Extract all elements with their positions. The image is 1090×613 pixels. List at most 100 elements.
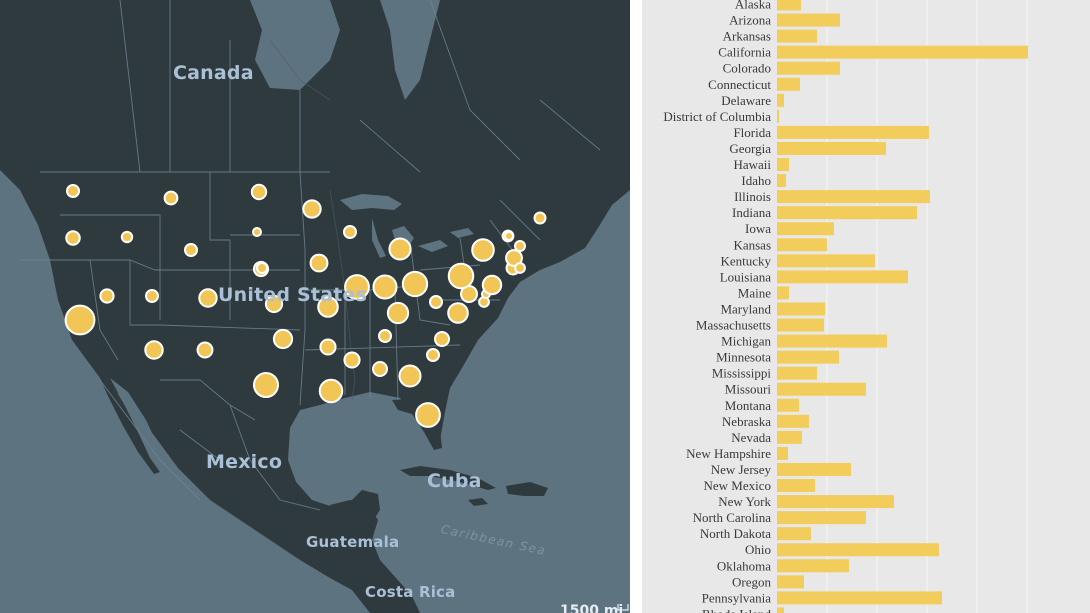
- circle-kentucky[interactable]: [386, 301, 410, 325]
- bar-idaho[interactable]: [777, 174, 786, 188]
- label-cuba: Cuba: [427, 470, 482, 492]
- bar-montana[interactable]: [777, 398, 799, 412]
- circle-new-jersey[interactable]: [481, 274, 503, 296]
- gulf-of-mexico: [296, 398, 430, 478]
- state-circle[interactable]: [426, 348, 440, 362]
- circle-michigan[interactable]: [388, 237, 412, 261]
- state-circle[interactable]: [66, 184, 80, 198]
- bar-label: Florida: [733, 125, 771, 140]
- bar-hawaii[interactable]: [777, 158, 789, 172]
- circle-georgia[interactable]: [398, 364, 422, 388]
- map-panel[interactable]: Canada United States Mexico Cuba Guatema…: [0, 0, 630, 613]
- bar-indiana[interactable]: [777, 206, 917, 220]
- circle-rhode-island[interactable]: [514, 262, 526, 274]
- bar-kentucky[interactable]: [777, 254, 875, 268]
- circle-ohio[interactable]: [401, 270, 429, 298]
- circle-colorado[interactable]: [198, 288, 218, 308]
- label-costa-rica: Costa Rica: [365, 583, 456, 601]
- state-circle[interactable]: [434, 331, 450, 347]
- circle-minnesota[interactable]: [302, 199, 322, 219]
- bar-iowa[interactable]: [777, 222, 834, 236]
- bar-missouri[interactable]: [777, 382, 866, 396]
- state-circle[interactable]: [504, 231, 514, 241]
- bar-chart-panel[interactable]: Alaska Arizona Arkansas California Colorado C…: [642, 0, 1090, 613]
- bar-label: Louisiana: [720, 269, 771, 284]
- state-circle[interactable]: [145, 289, 159, 303]
- bar-label: Indiana: [732, 205, 771, 220]
- bar-kansas[interactable]: [777, 238, 827, 252]
- circle-arkansas[interactable]: [319, 338, 337, 356]
- bar-nevada[interactable]: [777, 430, 802, 444]
- circle-indiana[interactable]: [372, 274, 398, 300]
- circle-maine[interactable]: [533, 211, 547, 225]
- bar-new-mexico[interactable]: [777, 479, 815, 493]
- bar-new-york[interactable]: [777, 495, 894, 509]
- circle-arizona[interactable]: [144, 340, 164, 360]
- circle-missouri[interactable]: [317, 296, 339, 318]
- circle-oklahoma[interactable]: [272, 328, 294, 350]
- circle-north-carolina[interactable]: [447, 302, 469, 324]
- bar-massachusetts[interactable]: [777, 318, 824, 332]
- bar-delaware[interactable]: [777, 93, 784, 107]
- state-circle[interactable]: [378, 329, 392, 343]
- circle-california[interactable]: [64, 304, 96, 336]
- circle-idaho[interactable]: [120, 230, 134, 244]
- state-circle[interactable]: [256, 262, 268, 274]
- bar-maryland[interactable]: [777, 302, 825, 316]
- circle-pennsylvania[interactable]: [447, 262, 475, 290]
- circle-mississippi[interactable]: [343, 351, 361, 369]
- bar-north-dakota[interactable]: [777, 527, 811, 541]
- state-circle[interactable]: [343, 225, 357, 239]
- bar-new-jersey[interactable]: [777, 462, 851, 476]
- circle-oregon[interactable]: [65, 230, 81, 246]
- circle-new-york[interactable]: [471, 238, 495, 262]
- bar-ohio[interactable]: [777, 543, 939, 557]
- bar-nebraska[interactable]: [777, 414, 809, 428]
- label-guatemala: Guatemala: [306, 533, 400, 551]
- circle-nevada[interactable]: [99, 288, 115, 304]
- bar-label: District of Columbia: [663, 109, 771, 124]
- bar-north-carolina[interactable]: [777, 511, 866, 525]
- bar-minnesota[interactable]: [777, 350, 839, 364]
- bar-louisiana[interactable]: [777, 270, 908, 284]
- bar-label: Oklahoma: [717, 558, 771, 573]
- bar-colorado[interactable]: [777, 61, 840, 75]
- circle-florida[interactable]: [415, 402, 441, 428]
- bar-alaska[interactable]: [777, 0, 801, 11]
- bar-label: Michigan: [721, 334, 771, 349]
- bar-oklahoma[interactable]: [777, 559, 849, 573]
- circle-massachusetts[interactable]: [505, 249, 523, 267]
- circle-kansas[interactable]: [264, 294, 284, 314]
- bar-new-hampshire[interactable]: [777, 446, 788, 460]
- bar-rhode-island[interactable]: [777, 607, 784, 613]
- bar-mississippi[interactable]: [777, 366, 817, 380]
- state-circles[interactable]: [64, 183, 547, 428]
- bar-arkansas[interactable]: [777, 29, 817, 43]
- bar-maine[interactable]: [777, 286, 789, 300]
- scale-label: 1500 mi: [560, 603, 624, 613]
- state-circle[interactable]: [514, 240, 526, 252]
- bar-pennsylvania[interactable]: [777, 591, 942, 605]
- circle-illinois[interactable]: [344, 274, 370, 300]
- state-circle[interactable]: [253, 372, 279, 398]
- bar-district-of-columbia[interactable]: [777, 109, 779, 123]
- circle-iowa[interactable]: [309, 253, 329, 273]
- circle-new-mexico[interactable]: [196, 341, 214, 359]
- bar-illinois[interactable]: [777, 190, 930, 204]
- state-circle[interactable]: [372, 361, 388, 377]
- bar-arizona[interactable]: [777, 13, 840, 27]
- bar-michigan[interactable]: [777, 334, 887, 348]
- state-circle[interactable]: [184, 243, 198, 257]
- circle-north-dakota[interactable]: [250, 183, 268, 201]
- bar-california[interactable]: [777, 45, 1028, 59]
- bar-connecticut[interactable]: [777, 77, 800, 91]
- bar-georgia[interactable]: [777, 141, 886, 155]
- circle-louisiana[interactable]: [318, 378, 344, 404]
- bar-florida[interactable]: [777, 125, 929, 139]
- bar-oregon[interactable]: [777, 575, 804, 589]
- state-circle[interactable]: [429, 295, 443, 309]
- circle-montana[interactable]: [163, 190, 179, 206]
- hudson-bay: [250, 0, 340, 90]
- map-canvas[interactable]: [0, 0, 630, 613]
- state-circle[interactable]: [252, 227, 262, 237]
